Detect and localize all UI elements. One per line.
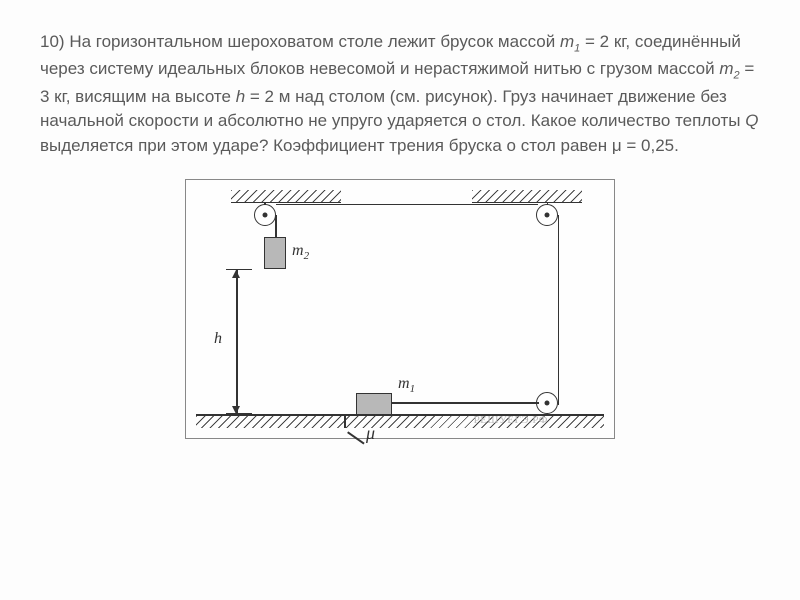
string-m2: [275, 215, 277, 237]
text-1: На горизонтальном шероховатом столе лежи…: [69, 32, 560, 51]
string-right: [558, 215, 560, 405]
pulley-top-left: [254, 204, 276, 226]
string-bottom: [392, 402, 539, 404]
text-4: выделяется при этом ударе? Коэффициент т…: [40, 136, 679, 155]
pulley-hub: [545, 400, 550, 405]
ceiling-hatch-right: [472, 190, 582, 202]
problem-number: 10): [40, 32, 65, 51]
m2-label-sub: 2: [304, 250, 310, 262]
mu-leader: [344, 414, 346, 428]
string-top: [276, 204, 538, 206]
m2-label: m2: [292, 242, 309, 262]
pulley-hub: [263, 212, 268, 217]
eq-h: = 2: [245, 87, 274, 106]
m1-label: m1: [398, 375, 415, 395]
problem-text: 10) На горизонтальном шероховатом столе …: [40, 30, 760, 159]
h-label: h: [214, 330, 222, 348]
var-m2: m: [719, 59, 733, 78]
h-line: [236, 270, 238, 415]
mu-slash: [347, 431, 364, 444]
mass-m2: [264, 237, 286, 269]
diagram-inner: m2 m1 h μ РЕШУЕГЭ.РФ: [196, 190, 604, 428]
pulley-hub: [545, 212, 550, 217]
var-m1: m: [560, 32, 574, 51]
pulley-top-right: [536, 204, 558, 226]
mass-m1: [356, 393, 392, 415]
eq-m1: = 2: [580, 32, 609, 51]
var-Q: Q: [745, 111, 758, 130]
m2-label-var: m: [292, 242, 304, 259]
ceiling-hatch-left: [231, 190, 341, 202]
diagram: m2 m1 h μ РЕШУЕГЭ.РФ: [185, 179, 615, 439]
h-arrow-down-icon: [232, 406, 240, 414]
mu-label: μ: [366, 423, 375, 444]
var-h: h: [236, 87, 245, 106]
h-arrow-up-icon: [232, 270, 240, 278]
m1-label-sub: 1: [410, 384, 416, 396]
watermark: РЕШУЕГЭ.РФ: [474, 414, 548, 426]
pulley-bottom-right: [536, 392, 558, 414]
m1-label-var: m: [398, 375, 410, 392]
